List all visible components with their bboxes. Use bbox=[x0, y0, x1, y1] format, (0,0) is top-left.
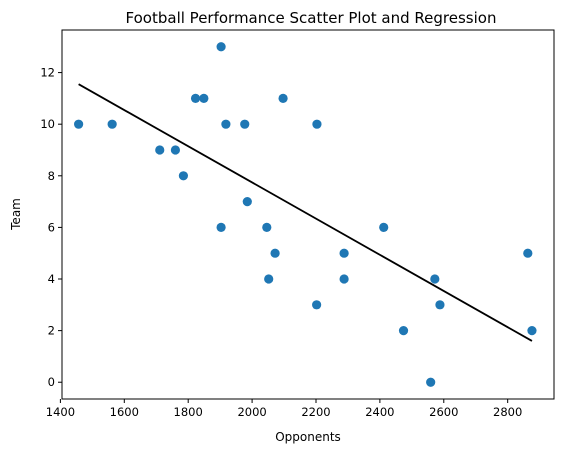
data-point-19 bbox=[339, 248, 349, 258]
data-point-4 bbox=[170, 145, 181, 155]
plot-area bbox=[74, 42, 537, 387]
data-point-7 bbox=[199, 93, 209, 103]
y-tick-label-10: 10 bbox=[40, 117, 55, 131]
data-point-17 bbox=[312, 119, 322, 129]
data-point-8 bbox=[216, 42, 226, 52]
data-point-27 bbox=[527, 326, 537, 336]
data-point-9 bbox=[221, 119, 231, 129]
data-point-13 bbox=[262, 222, 272, 233]
y-axis-label: Team bbox=[9, 198, 23, 231]
x-tick-label-1400: 1400 bbox=[46, 405, 75, 419]
data-point-11 bbox=[242, 196, 252, 207]
data-point-12 bbox=[216, 222, 226, 233]
y-tick-label-8: 8 bbox=[48, 169, 55, 183]
x-tick-label-2000: 2000 bbox=[237, 405, 266, 419]
data-point-6 bbox=[190, 93, 201, 103]
data-point-1 bbox=[74, 119, 84, 129]
data-point-18 bbox=[312, 300, 322, 310]
y-tick-label-2: 2 bbox=[48, 324, 55, 338]
data-point-16 bbox=[278, 93, 288, 103]
data-point-3 bbox=[155, 145, 165, 155]
y-tick-label-12: 12 bbox=[40, 66, 55, 80]
data-point-25 bbox=[435, 300, 445, 310]
data-point-21 bbox=[379, 222, 389, 233]
x-tick-label-1600: 1600 bbox=[110, 405, 139, 419]
axis-ticks: 1400 1600 1800 2000 2200 2400 2600 2800 0 2 4 6 8 10 1… bbox=[40, 66, 522, 419]
y-tick-label-6: 6 bbox=[48, 220, 55, 234]
y-tick-label-4: 4 bbox=[48, 272, 55, 286]
x-tick-label-2200: 2200 bbox=[301, 405, 330, 419]
data-point-20 bbox=[339, 274, 349, 284]
data-point-15 bbox=[270, 248, 280, 258]
data-point-23 bbox=[426, 377, 436, 387]
data-point-24 bbox=[430, 274, 440, 284]
chart-title: Football Performance Scatter Plot and Re… bbox=[126, 9, 497, 27]
x-tick-label-2600: 2600 bbox=[429, 405, 458, 419]
plot-frame bbox=[61, 29, 555, 400]
data-point-10 bbox=[240, 119, 250, 129]
data-point-2 bbox=[107, 119, 117, 129]
data-point-26 bbox=[523, 248, 533, 258]
y-tick-label-0: 0 bbox=[48, 375, 55, 389]
regression-line bbox=[78, 83, 533, 342]
data-point-22 bbox=[398, 326, 409, 336]
x-tick-label-2800: 2800 bbox=[493, 405, 522, 419]
x-axis-label: Opponents bbox=[275, 430, 341, 444]
data-point-5 bbox=[178, 171, 189, 181]
x-tick-label-2400: 2400 bbox=[365, 405, 394, 419]
x-tick-label-1800: 1800 bbox=[174, 405, 203, 419]
data-point-14 bbox=[264, 274, 274, 284]
